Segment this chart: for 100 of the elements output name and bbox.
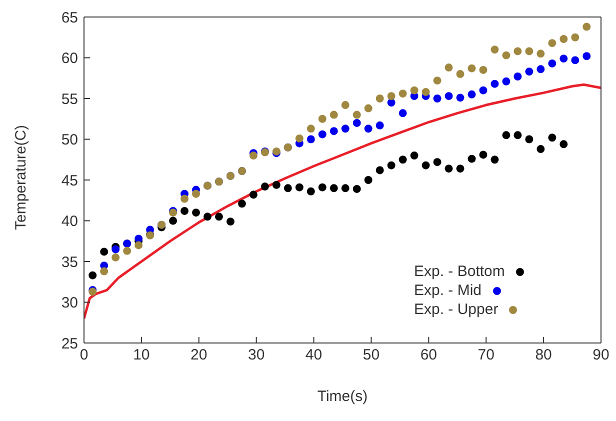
legend-label: Exp. - Mid: [414, 281, 482, 300]
x-tick-label: 60: [420, 346, 438, 364]
point: [525, 135, 534, 144]
point: [479, 86, 488, 94]
x-tick-label: 20: [190, 346, 208, 364]
y-tick-label: 25: [61, 335, 78, 352]
point: [387, 92, 396, 100]
point: [398, 109, 407, 118]
point: [548, 134, 556, 142]
point: [433, 94, 442, 102]
point: [398, 156, 407, 164]
point: [352, 184, 361, 193]
point: [468, 64, 476, 72]
y-tick-label: 45: [61, 172, 78, 190]
point: [456, 94, 464, 102]
point: [387, 161, 396, 170]
point: [330, 184, 338, 192]
point: [422, 161, 430, 170]
point: [123, 246, 132, 255]
point: [502, 77, 510, 86]
x-axis-title: Time(s): [317, 388, 368, 405]
point: [502, 51, 510, 60]
point: [560, 35, 568, 43]
x-tick-label: 10: [133, 346, 150, 364]
point: [376, 121, 384, 130]
point: [468, 90, 476, 98]
point: [284, 184, 292, 192]
point: [272, 180, 280, 189]
point: [444, 64, 453, 72]
point: [548, 59, 556, 68]
point: [479, 66, 488, 74]
point: [318, 114, 326, 123]
point: [215, 212, 223, 221]
legend-label: Exp. - Upper: [414, 300, 498, 319]
point: [468, 154, 476, 163]
point: [536, 50, 545, 58]
point: [502, 131, 510, 140]
point: [192, 208, 200, 217]
point: [352, 110, 361, 119]
point: [514, 72, 522, 80]
point: [376, 166, 384, 174]
line-series: [84, 83, 601, 320]
y-tick-label: 30: [61, 294, 78, 312]
point: [444, 164, 453, 173]
point: [376, 94, 384, 102]
point: [514, 131, 522, 140]
point: [306, 187, 315, 196]
point: [226, 218, 234, 226]
point: [352, 118, 361, 127]
point: [410, 86, 418, 94]
point: [134, 234, 143, 243]
point: [318, 183, 326, 192]
point: [548, 39, 556, 48]
x-tick-label: 90: [592, 346, 610, 364]
point: [582, 22, 591, 31]
point: [169, 216, 178, 225]
point: [341, 124, 350, 133]
point: [444, 92, 453, 100]
point: [306, 135, 315, 144]
point: [456, 70, 464, 78]
point: [490, 80, 499, 88]
point: [204, 212, 212, 221]
y-tick-label: 35: [61, 254, 78, 271]
x-tick-label: 70: [478, 346, 494, 364]
point: [100, 267, 108, 276]
point: [249, 190, 258, 199]
point: [295, 134, 304, 142]
point: [490, 156, 499, 164]
point: [560, 54, 568, 63]
point: [330, 127, 338, 136]
point: [490, 46, 499, 54]
point: [433, 158, 442, 166]
point: [364, 104, 372, 112]
point: [88, 271, 97, 280]
x-tick-label: 80: [535, 346, 552, 364]
point: [364, 124, 372, 133]
y-tick-label: 50: [61, 132, 78, 149]
point: [514, 47, 522, 56]
point: [571, 33, 580, 42]
point: [536, 145, 545, 154]
legend-label: Exp. - Bottom: [414, 262, 505, 281]
x-tick-label: 40: [305, 346, 322, 364]
point: [582, 52, 591, 60]
y-tick-label: 40: [61, 213, 78, 230]
point: [100, 248, 108, 256]
point: [295, 183, 304, 192]
point: [112, 253, 120, 262]
point: [410, 152, 418, 160]
y-axis-title: Temperature(C): [12, 124, 30, 230]
x-tick-label: 30: [248, 346, 265, 364]
point: [318, 130, 326, 138]
point: [525, 68, 534, 76]
point: [249, 152, 258, 160]
point: [456, 164, 464, 173]
y-tick-label: 60: [61, 50, 78, 68]
x-tick-label: 0: [80, 346, 88, 364]
y-tick-label: 55: [61, 90, 78, 108]
point: [180, 206, 189, 215]
point: [260, 182, 269, 190]
point: [433, 76, 442, 85]
